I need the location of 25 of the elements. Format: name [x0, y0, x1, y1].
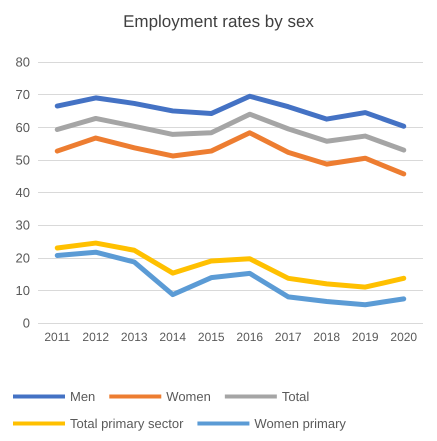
- x-tick-label: 2015: [198, 330, 225, 344]
- x-tick-label: 2020: [390, 330, 418, 344]
- legend-label: Women: [166, 389, 211, 404]
- x-tick-label: 2018: [313, 330, 340, 344]
- y-tick-label: 60: [16, 120, 30, 135]
- x-tick-label: 2016: [236, 330, 264, 344]
- y-tick-label: 20: [16, 250, 30, 266]
- x-tick-label: 2019: [352, 330, 379, 344]
- chart-title: Employment rates by sex: [123, 12, 314, 31]
- x-tick-label: 2013: [120, 330, 148, 344]
- y-tick-label: 50: [16, 152, 30, 168]
- legend-label: Total: [282, 389, 310, 404]
- x-tick-label: 2017: [274, 330, 302, 344]
- y-tick-label: 10: [16, 282, 30, 298]
- legend-label: Women primary: [254, 416, 346, 431]
- y-tick-label: 30: [16, 218, 30, 233]
- legend-label: Total primary sector: [70, 416, 184, 431]
- x-tick-label: 2014: [159, 330, 186, 344]
- y-tick-label: 70: [16, 87, 30, 102]
- y-tick-label: 0: [22, 316, 30, 330]
- y-tick-label: 80: [16, 54, 30, 70]
- y-tick-label: 40: [16, 185, 30, 200]
- legend-label: Men: [70, 389, 96, 404]
- x-tick-label: 2012: [82, 330, 110, 344]
- x-tick-label: 2011: [44, 330, 70, 344]
